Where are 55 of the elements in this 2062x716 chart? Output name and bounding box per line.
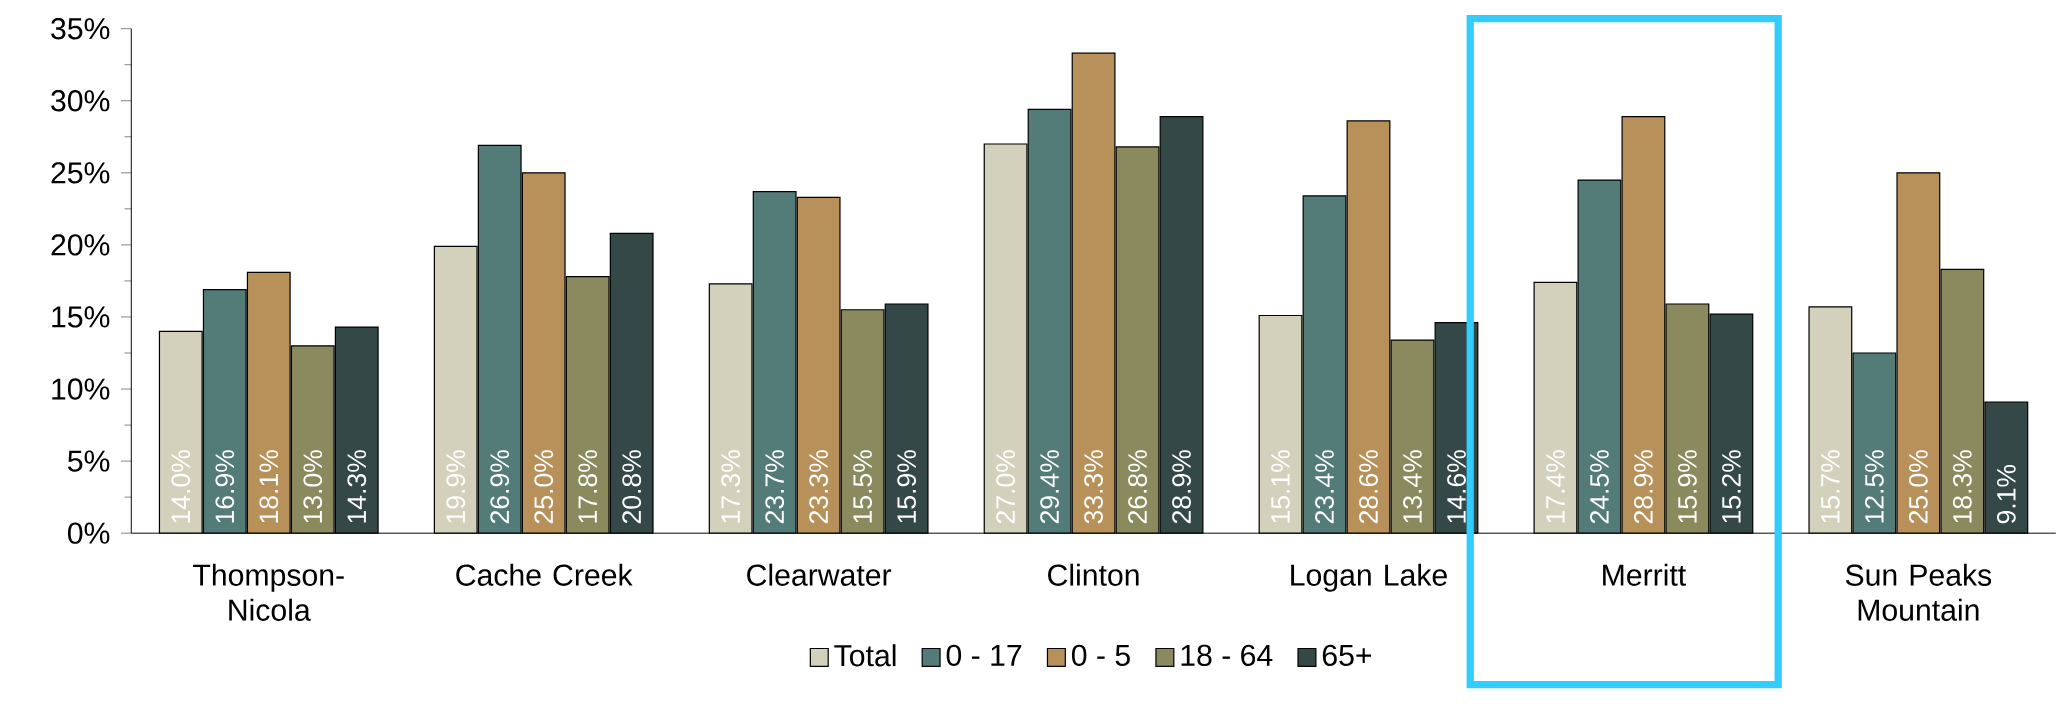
data-label: 15.1% (1271, 450, 1290, 523)
data-label: 14.6% (1447, 450, 1466, 523)
x-tick-label: Clearwater (747, 563, 892, 586)
x-tick-label: Cache Creek (456, 563, 633, 586)
data-label: 13.0% (303, 450, 323, 523)
data-label: 16.9% (215, 450, 235, 523)
data-label: 25.0% (1908, 450, 1928, 524)
legend-label: 0 - 17 (946, 644, 1022, 666)
x-tick-label: Logan Lake (1291, 563, 1447, 592)
x-tick-label: Clinton (1048, 563, 1139, 586)
data-label: 28.9% (1634, 450, 1653, 524)
data-label: 14.0% (171, 450, 191, 523)
data-label: 12.5% (1864, 450, 1884, 523)
data-label: 23.4% (1315, 450, 1334, 524)
data-label: 28.9% (1172, 450, 1191, 524)
data-label: 23.7% (765, 450, 785, 524)
data-label: 20.8% (622, 450, 642, 524)
data-label: 27.0% (996, 450, 1015, 524)
data-label: 18.3% (1952, 450, 1972, 523)
legend-label: 65+ (1322, 644, 1372, 666)
x-tick-label: Sun Peaks Mountain (1845, 563, 1992, 621)
legend-label: 0 - 5 (1071, 644, 1130, 666)
data-label: 24.5% (1590, 450, 1609, 524)
data-label: 19.9% (446, 450, 466, 523)
y-tick-label: 25% (51, 162, 110, 184)
data-label: 18.1% (259, 450, 279, 523)
y-tick-label: 15% (52, 306, 110, 328)
x-tick-label: Thompson-Nicola (193, 563, 344, 621)
y-tick-label: 35% (51, 18, 110, 40)
data-label: 15.9% (897, 450, 917, 523)
data-label: 13.4% (1403, 450, 1422, 523)
data-label: 17.3% (721, 450, 741, 523)
data-label: 25.0% (534, 450, 554, 524)
y-tick-label: 0% (67, 522, 110, 544)
data-label: 14.3% (347, 450, 367, 523)
y-tick-label: 30% (51, 90, 110, 112)
data-label: 28.6% (1359, 450, 1378, 524)
y-tick-label: 20% (51, 234, 110, 256)
data-label: 17.8% (578, 450, 598, 523)
y-tick-label: 10% (52, 378, 110, 400)
x-tick-label: Merritt (1603, 563, 1686, 586)
data-label: 29.4% (1040, 450, 1059, 524)
data-label: 15.9% (1678, 450, 1697, 523)
legend-label: Total (834, 644, 896, 667)
data-label: 23.3% (809, 450, 829, 524)
data-label: 26.8% (1128, 450, 1147, 524)
y-tick-label: 5% (68, 450, 110, 472)
data-label: 15.2% (1722, 450, 1741, 523)
legend-label: 18 - 64 (1181, 644, 1273, 666)
data-label: 9.1% (1996, 464, 2016, 524)
data-label: 33.3% (1084, 450, 1103, 524)
data-label: 17.4% (1546, 450, 1565, 523)
data-label: 15.7% (1821, 450, 1840, 523)
data-label: 15.5% (853, 450, 872, 523)
data-label: 26.9% (490, 450, 510, 524)
